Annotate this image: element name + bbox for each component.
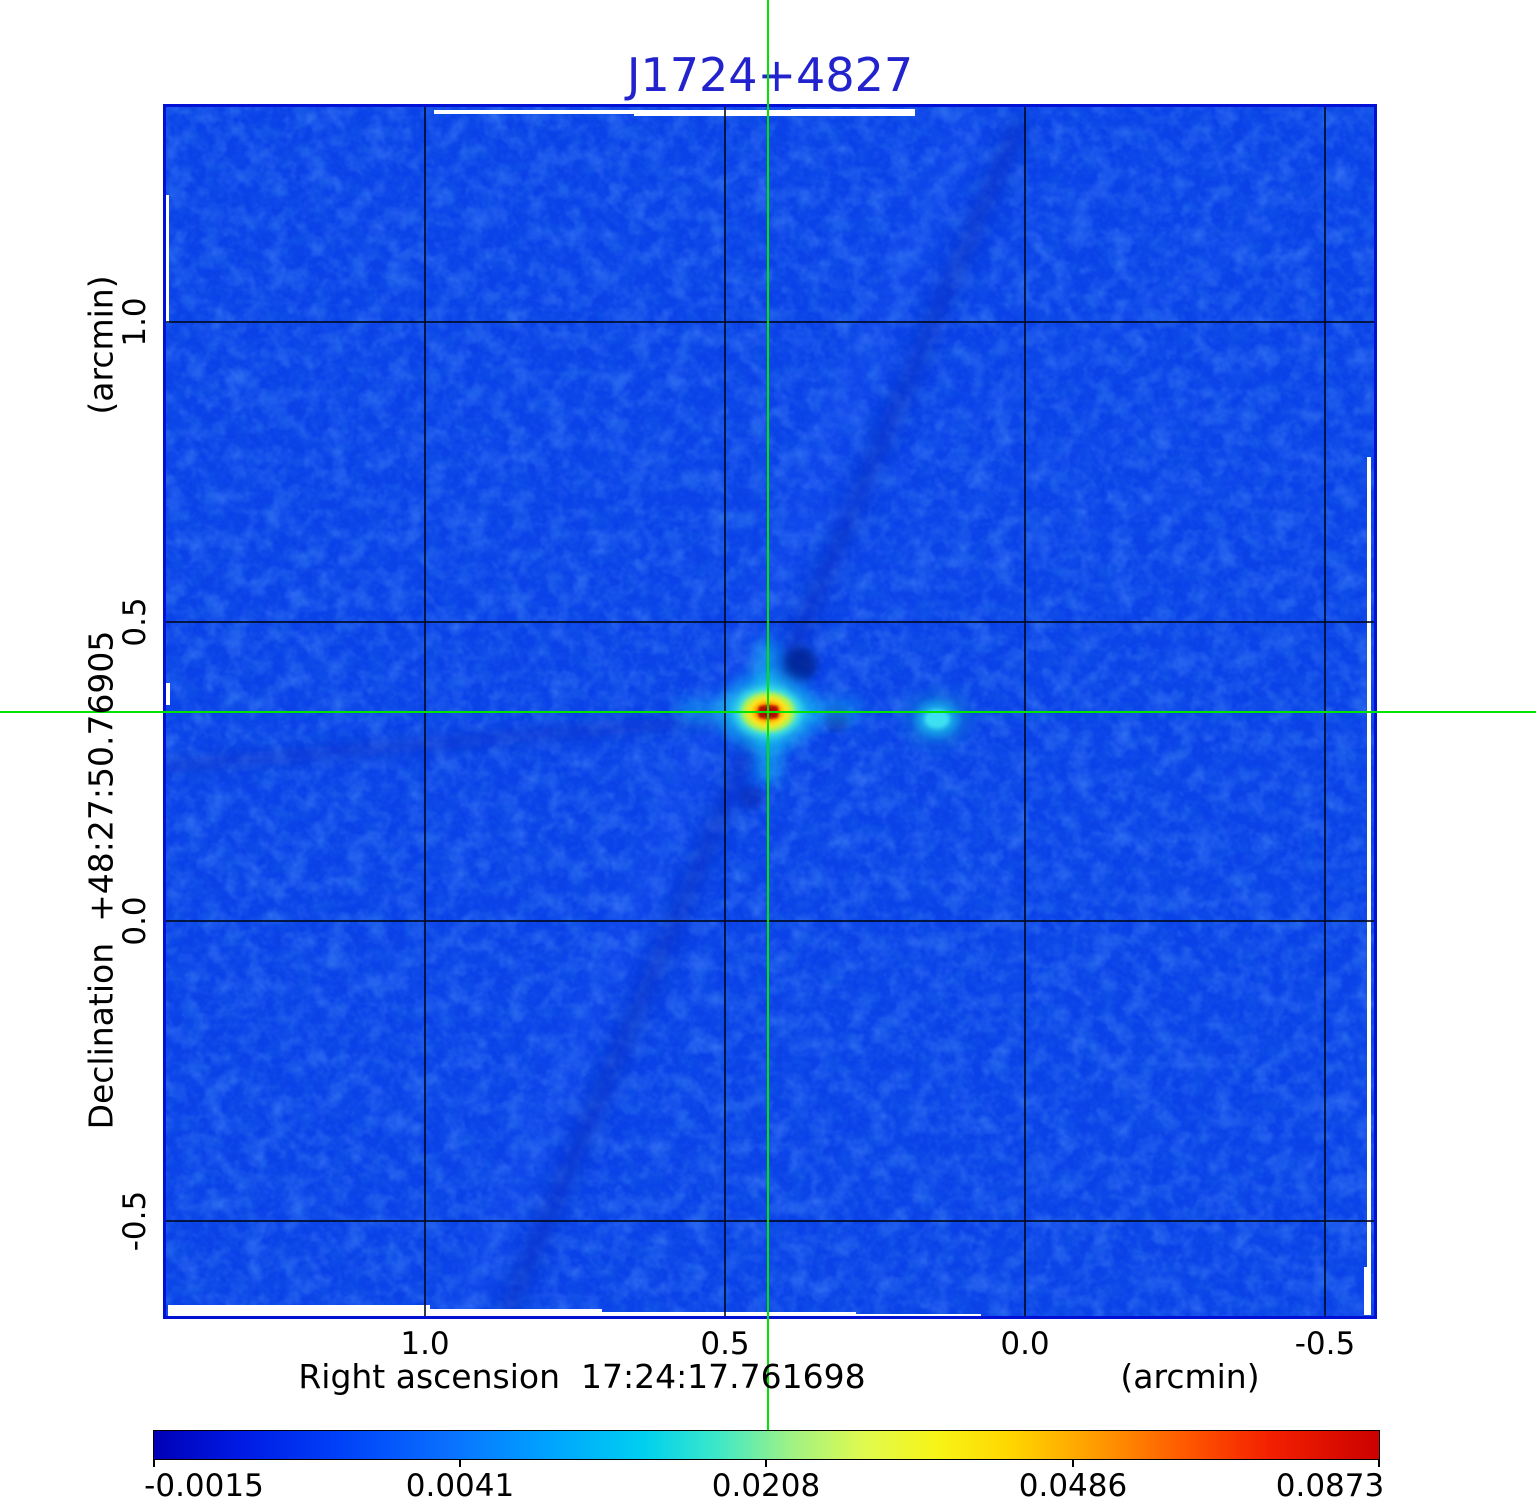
y-axis-tick-label: 1.0 bbox=[117, 297, 153, 347]
colorbar-tick bbox=[153, 1460, 155, 1467]
colorbar-tick bbox=[765, 1460, 767, 1467]
x-axis-tick-label: 0.5 bbox=[700, 1326, 750, 1362]
edge-artifacts bbox=[166, 109, 1371, 1316]
x-axis-tick-label: 0.0 bbox=[1000, 1326, 1050, 1362]
colorbar-tick bbox=[1072, 1460, 1074, 1467]
x-axis-unit-label: (arcmin) bbox=[1120, 1357, 1260, 1396]
x-axis-tick-label: -0.5 bbox=[1294, 1326, 1356, 1362]
y-axis-tick-label: -0.5 bbox=[117, 1190, 153, 1252]
crosshair-horizontal-line bbox=[0, 711, 1536, 713]
y-axis-tick-label: 0.0 bbox=[117, 896, 153, 946]
colorbar-tick-label: -0.0015 bbox=[144, 1468, 264, 1500]
y-axis-tick-label: 0.5 bbox=[117, 597, 153, 647]
y-axis-title: Declination +48:27:50.76905 bbox=[81, 630, 121, 1130]
colorbar-tick-label: 0.0873 bbox=[1275, 1468, 1385, 1500]
colorbar-gradient bbox=[153, 1430, 1380, 1460]
colorbar-tick-label: 0.0208 bbox=[711, 1468, 821, 1500]
colorbar-tick bbox=[459, 1460, 461, 1467]
colorbar-tick bbox=[1378, 1460, 1380, 1467]
y-axis-unit-label: (arcmin) bbox=[81, 275, 121, 415]
x-axis-title: Right ascension 17:24:17.761698 bbox=[298, 1357, 866, 1396]
secondary-source bbox=[903, 691, 971, 747]
colorbar-tick-label: 0.0041 bbox=[405, 1468, 515, 1500]
colorbar-tick-label: 0.0486 bbox=[1018, 1468, 1128, 1500]
x-axis-tick-label: 1.0 bbox=[400, 1326, 450, 1362]
crosshair-vertical-line bbox=[767, 0, 769, 1430]
page-title: J1724+4827 bbox=[626, 48, 914, 102]
